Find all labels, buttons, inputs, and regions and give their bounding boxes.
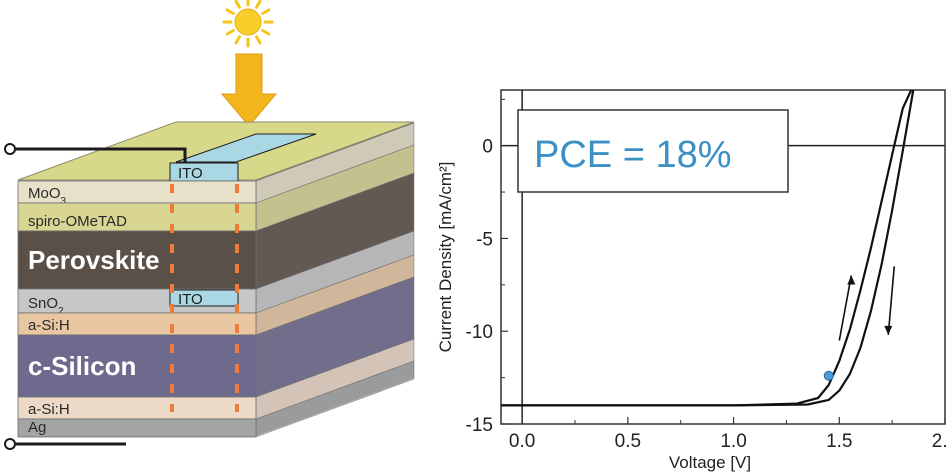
layer-front-face bbox=[17, 202, 257, 232]
jv-chart: 0.0 0.5 1.0 1.5 2.0 0 -5 -10 -15 PCE = 18% Volta… bbox=[436, 89, 946, 472]
layer-label: SnO2 bbox=[28, 295, 64, 317]
mid-ito bbox=[169, 289, 239, 307]
front-layer-stack: MoO3spiro-OMeTADPerovskiteSnO2a-Si:Hc-Si… bbox=[17, 180, 257, 438]
layer-label: c-Silicon bbox=[28, 351, 136, 381]
y-tick-label: -10 bbox=[466, 322, 493, 343]
x-tick-label: 1.0 bbox=[720, 431, 746, 452]
layer-label: Ag bbox=[28, 419, 46, 436]
mid-ito-label: ITO bbox=[178, 291, 203, 308]
layer-front-face bbox=[17, 418, 257, 438]
x-tick-label: 0.0 bbox=[509, 431, 535, 452]
bottom-wire bbox=[4, 438, 126, 450]
layer-label: spiro-OMeTAD bbox=[28, 213, 127, 230]
x-tick-label: 2.0 bbox=[932, 431, 946, 452]
x-axis-title: Voltage [V] bbox=[669, 453, 751, 472]
layer-front-face bbox=[17, 230, 257, 290]
y-axis-title: Current Density [mA/cm²] bbox=[436, 162, 455, 353]
mpp-marker bbox=[823, 370, 834, 381]
sun-icon bbox=[222, 0, 274, 48]
side-layer-stripes bbox=[255, 122, 415, 438]
device-schematic: ITO MoO3spiro-OMeTADPerovskiteSnO2a-Si:H… bbox=[4, 0, 415, 450]
layer-label: a-Si:H bbox=[28, 401, 70, 418]
axis-ticks: 0.0 0.5 1.0 1.5 2.0 0 -5 -10 -15 bbox=[466, 98, 946, 452]
plot-frame bbox=[500, 89, 946, 425]
y-tick-label: 0 bbox=[482, 137, 493, 158]
jv-curve-2 bbox=[501, 89, 915, 407]
layer-1: MoO3 bbox=[17, 180, 257, 207]
layer-label: a-Si:H bbox=[28, 317, 70, 334]
layer-6: c-Silicon bbox=[17, 334, 257, 398]
layer-8: Ag bbox=[17, 418, 257, 438]
pce-annotation: PCE = 18% bbox=[517, 109, 789, 193]
top-ito-label: ITO bbox=[178, 165, 203, 182]
layer-label: Perovskite bbox=[28, 245, 160, 275]
layer-front-face bbox=[17, 334, 257, 398]
layer-5: a-Si:H bbox=[17, 312, 257, 336]
x-tick-label: 0.5 bbox=[615, 431, 641, 452]
jv-curves bbox=[501, 89, 915, 407]
top-ito-strip bbox=[175, 133, 317, 163]
layer-7: a-Si:H bbox=[17, 396, 257, 420]
x-tick-label: 1.5 bbox=[826, 431, 852, 452]
layer-2: spiro-OMeTAD bbox=[17, 202, 257, 232]
y-tick-label: -5 bbox=[476, 229, 493, 250]
light-arrow-icon bbox=[220, 53, 278, 127]
pce-text: PCE = 18% bbox=[534, 134, 732, 176]
layer-3: Perovskite bbox=[17, 230, 257, 290]
sweep-arrows bbox=[838, 266, 896, 341]
y-tick-label: -15 bbox=[466, 415, 493, 436]
layer-label: MoO3 bbox=[28, 185, 67, 207]
top-wire bbox=[4, 143, 187, 163]
sweep-arrow-up bbox=[838, 275, 856, 341]
max-power-point bbox=[823, 370, 834, 381]
sweep-arrow-down bbox=[884, 266, 896, 336]
